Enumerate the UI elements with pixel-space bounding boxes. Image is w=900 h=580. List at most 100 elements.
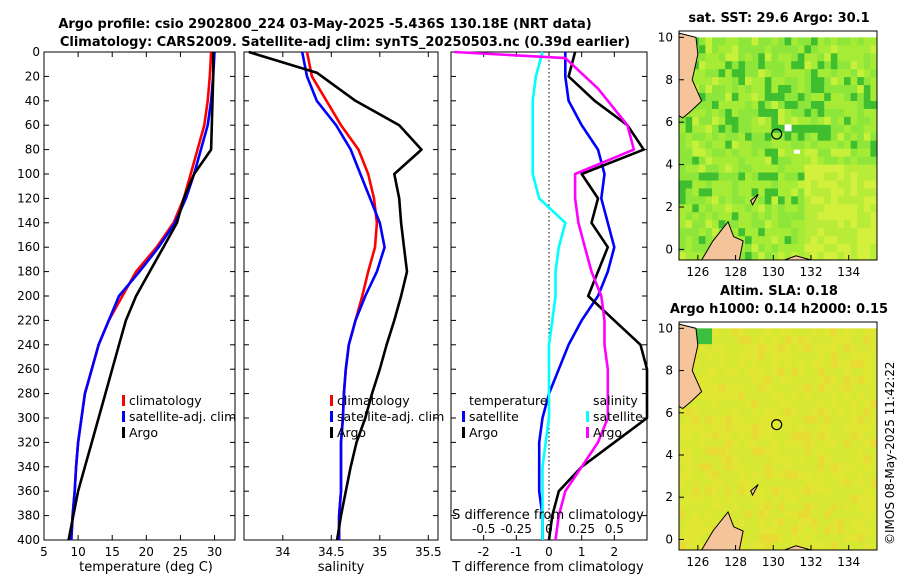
p-sla-cell — [705, 407, 713, 416]
p-sla-cell — [791, 447, 799, 456]
p-sst-cell — [830, 69, 838, 78]
p-sla-cell — [817, 447, 825, 456]
p-sla-cell — [863, 526, 871, 535]
p-sst-cell — [705, 116, 713, 126]
p-sst-cell — [698, 180, 706, 189]
p-sla-cell — [725, 486, 733, 495]
p-sst-cell — [698, 148, 706, 158]
p-sla-cell — [712, 360, 719, 369]
p-sst-xtick-label: 130 — [762, 265, 785, 279]
p-sla-cell — [751, 455, 759, 464]
p-sla-cell — [771, 407, 779, 416]
p-sst-cell — [844, 164, 851, 173]
p-sst-cell — [837, 204, 845, 213]
p-sla-cell — [712, 439, 719, 448]
p-sla-cell — [778, 423, 785, 432]
credit: ©IMOS 08-May-2025 11:42:22 — [883, 361, 897, 545]
p-sst-cell — [778, 164, 785, 173]
p-sla-cell — [758, 415, 766, 424]
p-sst-cell — [817, 93, 825, 102]
p-sst-cell — [764, 100, 772, 110]
p-sla-cell — [791, 462, 799, 472]
p-sla-ytick-label: 0 — [665, 532, 673, 546]
p-sla-cell — [698, 328, 706, 337]
p-sst-cell — [738, 124, 746, 134]
p-sla-cell — [738, 328, 746, 337]
p-sla-cell — [857, 542, 865, 551]
p-sst-cell — [758, 124, 766, 134]
p-sla-cell — [705, 431, 713, 440]
p-sst-cell — [830, 53, 838, 62]
tdiff-legend-swatch — [462, 411, 465, 422]
p-sla-cell — [731, 486, 739, 495]
p-sst-cell — [738, 164, 746, 173]
p-sst-cell — [844, 53, 851, 62]
p-sst-cell — [784, 156, 792, 165]
p-sla-xtick-label: 126 — [686, 555, 709, 569]
p-sla-cell — [804, 518, 812, 527]
p-sla-cell — [830, 352, 838, 361]
p-sla-cell — [731, 478, 739, 488]
p-sla-cell — [811, 383, 818, 393]
p-sla-cell — [844, 502, 851, 511]
p-sst-cell — [844, 100, 851, 110]
p-sla-cell — [830, 415, 838, 424]
p-sla-cell — [857, 391, 865, 400]
p-sla-xtick-label: 130 — [762, 555, 785, 569]
p-sla-cell — [771, 526, 779, 535]
p-sst-cell — [705, 140, 713, 150]
p-sla-cell — [771, 375, 779, 385]
p-sst-cell — [738, 61, 746, 70]
p-sla-cell — [745, 423, 752, 432]
p-sst-cell — [811, 53, 818, 62]
p-sst-cell — [751, 108, 759, 118]
p-sst-cell — [804, 212, 812, 221]
p-sst-cell — [705, 132, 713, 142]
p-sst-cell — [811, 180, 818, 189]
p-sst-cell — [679, 148, 686, 158]
p-temp-ytick-label: 40 — [25, 94, 40, 108]
p-sst-cell — [758, 116, 766, 126]
sdiff-xtick-label: 0.5 — [605, 522, 624, 536]
p-sst-cell — [857, 164, 865, 173]
p-sla-cell — [844, 431, 851, 440]
p-sst-cell — [870, 172, 878, 181]
p-sla-cell — [692, 494, 700, 503]
p-sst-cell — [771, 228, 779, 237]
p-sla-cell — [685, 455, 693, 464]
p-sst-cell — [797, 124, 805, 134]
p-sla-cell — [778, 383, 785, 393]
p-sst-cell — [718, 212, 726, 221]
p-sst-cell — [764, 188, 772, 197]
p-temp-series-2 — [67, 52, 215, 541]
p-sst-cell — [731, 196, 739, 205]
p-sla-cell — [804, 391, 812, 400]
p-sla-cell — [791, 478, 799, 488]
p-temp-frame — [43, 51, 236, 541]
p-sla-cell — [824, 462, 832, 472]
p-sla-cell — [863, 391, 871, 400]
p-sla-cell — [817, 415, 825, 424]
p-sla-ytick-label: 2 — [665, 490, 673, 504]
p-sst-cell — [817, 124, 825, 134]
p-sst-cell — [837, 132, 845, 142]
p-sst-cell — [870, 108, 878, 118]
p-sla-cell — [738, 462, 746, 472]
p-sst-cell — [804, 180, 812, 189]
p-sla-cell — [778, 344, 785, 353]
p-sla-cell — [817, 375, 825, 385]
p-sst-cell — [817, 45, 825, 54]
p-diff-xtick-label: 0 — [545, 545, 553, 559]
p-sla-cell — [771, 494, 779, 503]
p-sst-cell — [797, 212, 805, 221]
p-sla-cell — [718, 391, 726, 400]
p-sla-cell — [784, 352, 792, 361]
p-sst-cell — [857, 188, 865, 197]
p-diff-xtick-label: -2 — [478, 545, 490, 559]
p-sla-cell — [837, 455, 845, 464]
p-sla-cell — [817, 352, 825, 361]
p-sst-cell — [712, 132, 719, 142]
p-sst-cell — [870, 148, 878, 158]
p-sla-frame — [678, 321, 878, 551]
